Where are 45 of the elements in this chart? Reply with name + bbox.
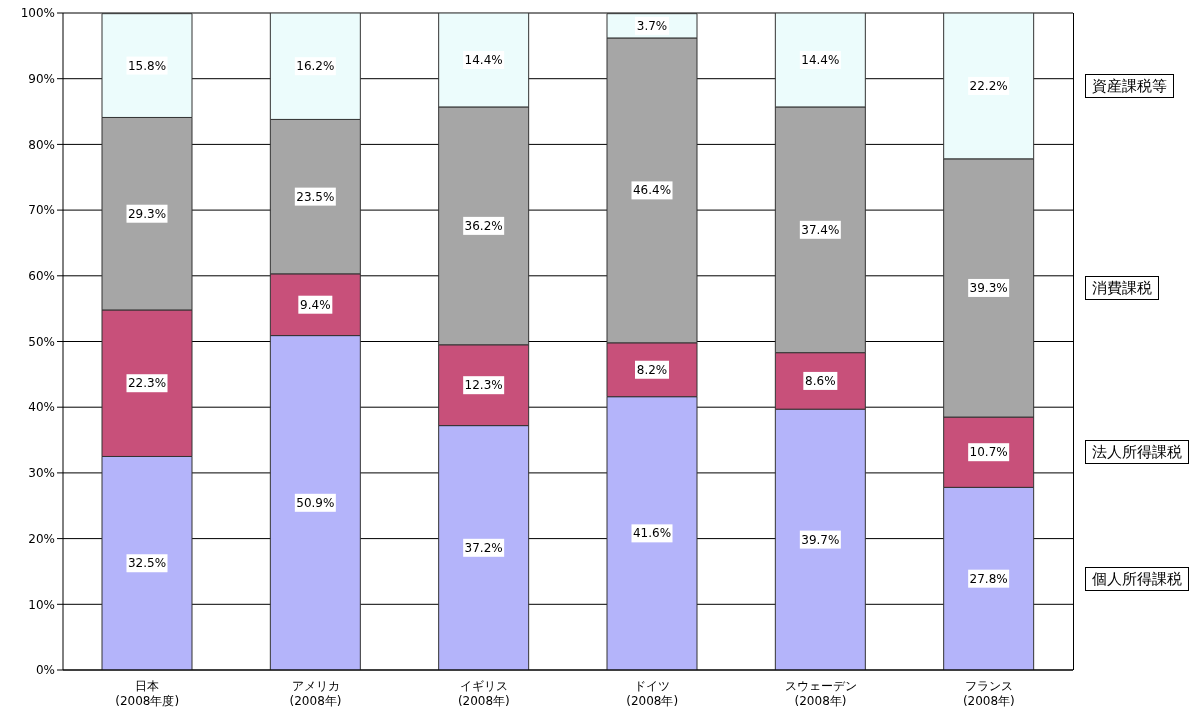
y-tick-label: 100% [20, 6, 55, 21]
y-tick-label: 40% [28, 400, 55, 415]
x-tick-label: ドイツ (2008年) [626, 679, 679, 708]
y-tick-label: 0% [35, 663, 55, 678]
y-tick-label: 30% [28, 466, 55, 481]
data-label: 12.3% [464, 378, 503, 393]
data-label: 10.7% [969, 445, 1008, 460]
x-tick-label: スウェーデン (2008年) [784, 679, 857, 708]
data-label: 46.4% [632, 183, 672, 198]
data-label: 8.6% [805, 373, 836, 388]
data-label: 23.5% [296, 189, 335, 204]
text: 資産課税等 [1085, 73, 1174, 98]
data-label: 22.3% [127, 376, 167, 391]
y-tick-label: 70% [28, 203, 55, 218]
y-tick-label: 90% [28, 71, 55, 86]
x-tick-label: イギリス (2008年) [457, 679, 510, 708]
data-label: 16.2% [296, 59, 335, 74]
data-label: 8.2% [636, 362, 668, 377]
data-label: 50.9% [296, 495, 335, 510]
data-label: 37.4% [801, 222, 840, 237]
data-label: 36.2% [464, 218, 503, 233]
data-label: 29.3% [127, 206, 167, 221]
x-tick-label: フランス (2008年) [962, 679, 1015, 708]
y-tick-label: 80% [28, 137, 55, 152]
data-label: 39.7% [801, 532, 840, 547]
text: 個人所得課税 [1085, 566, 1189, 591]
text: 法人所得課税 [1085, 440, 1189, 465]
data-label: 32.5% [127, 556, 167, 571]
y-tick-label: 10% [28, 597, 55, 612]
data-label: 14.4% [801, 52, 840, 67]
data-label: 27.8% [969, 571, 1008, 586]
data-label: 3.7% [636, 18, 668, 33]
text: 消費課税 [1085, 275, 1159, 300]
data-label: 14.4% [464, 52, 503, 67]
y-tick-label: 20% [28, 531, 55, 546]
data-label: 39.3% [969, 280, 1008, 295]
x-tick-label: アメリカ (2008年) [289, 679, 342, 708]
x-tick-label: 日本 (2008年度) [115, 679, 180, 708]
data-label: 15.8% [127, 58, 167, 73]
data-label: 9.4% [300, 297, 331, 312]
data-label: 37.2% [464, 540, 503, 555]
data-label: 41.6% [632, 526, 672, 541]
data-label: 22.2% [969, 78, 1008, 93]
y-tick-label: 60% [28, 269, 55, 284]
y-tick-label: 50% [28, 334, 55, 349]
